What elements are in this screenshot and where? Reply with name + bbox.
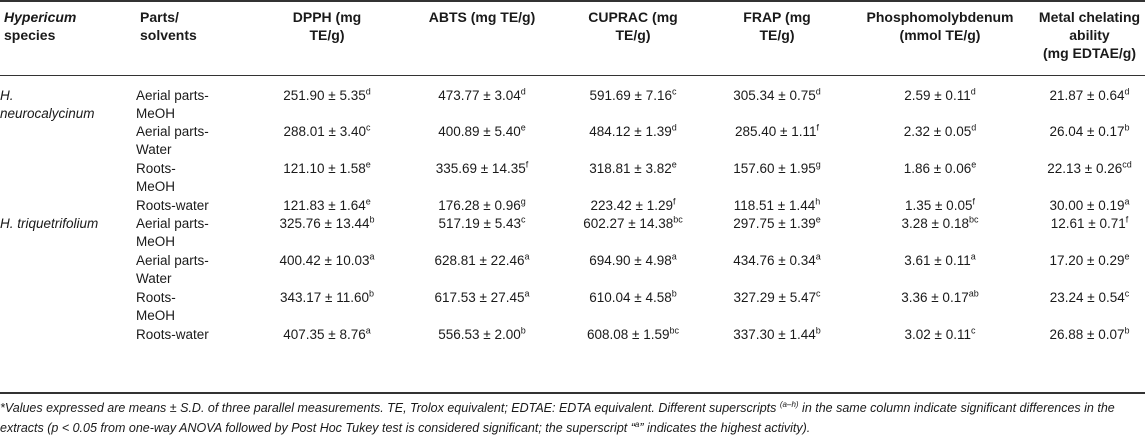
header-dpph: DPPH (mg TE/g): [248, 0, 406, 76]
frap-cell: 285.40 ± 1.11f: [735, 122, 819, 139]
frap-cell: 297.75 ± 1.39e: [733, 214, 821, 231]
metal-chelating-cell: 21.87 ± 0.64d: [1049, 86, 1130, 103]
dpph-cell: 343.17 ± 11.60b: [280, 288, 374, 305]
table-row: Aerial parts- Water 400.42 ± 10.03a 628.81 …: [0, 252, 1145, 289]
header-cuprac: CUPRAC (mg TE/g): [558, 0, 708, 76]
dpph-cell: 407.35 ± 8.76a: [283, 325, 371, 342]
species-cell: [0, 123, 136, 160]
dpph-cell: 325.76 ± 13.44b: [279, 214, 375, 231]
species-cell: [0, 326, 136, 371]
abts-cell: 517.19 ± 5.43c: [438, 214, 526, 231]
cuprac-cell: 223.42 ± 1.29f: [590, 196, 676, 213]
table-row: Roots-water 121.83 ± 1.64e 176.28 ± 0.96g 2…: [0, 197, 1145, 215]
species-cell: [0, 289, 136, 326]
cuprac-cell: 318.81 ± 3.82e: [589, 159, 677, 176]
phosphomolybdenum-cell: 2.32 ± 0.05d: [903, 122, 977, 139]
parts-cell: Roots-water: [136, 327, 209, 342]
frap-cell: 118.51 ± 1.44h: [733, 196, 821, 213]
phosphomolybdenum-cell: 3.61 ± 0.11a: [904, 251, 976, 268]
cuprac-cell: 591.69 ± 7.16c: [589, 86, 677, 103]
frap-cell: 157.60 ± 1.95g: [733, 159, 821, 176]
header-phosphomolybdenum: Phosphomolybdenum (mmol TE/g): [846, 0, 1034, 76]
phosphomolybdenum-cell: 3.02 ± 0.11c: [904, 325, 976, 342]
species-cell: [0, 197, 136, 215]
phosphomolybdenum-cell: 3.28 ± 0.18bc: [901, 214, 979, 231]
metal-chelating-cell: 26.88 ± 0.07b: [1049, 325, 1130, 342]
table-row: H. triquetrifolium Aerial parts- MeOH 325.7…: [0, 215, 1145, 252]
frap-cell: 434.76 ± 0.34a: [733, 251, 821, 268]
parts-cell: Roots- MeOH: [136, 290, 176, 323]
frap-cell: 327.29 ± 5.47c: [733, 288, 821, 305]
phosphomolybdenum-cell: 2.59 ± 0.11d: [904, 86, 976, 103]
frap-cell: 305.34 ± 0.75d: [733, 86, 821, 103]
cuprac-cell: 610.04 ± 4.58b: [589, 288, 677, 305]
parts-cell: Roots- MeOH: [136, 161, 176, 194]
frap-cell: 337.30 ± 1.44b: [733, 325, 821, 342]
abts-cell: 400.89 ± 5.40e: [438, 122, 526, 139]
results-table: Hypericum species Parts/solvents DPPH (mg…: [0, 0, 1145, 371]
metal-chelating-cell: 22.13 ± 0.26cd: [1047, 159, 1132, 176]
table-row: Roots-water 407.35 ± 8.76a 556.53 ± 2.00b 6…: [0, 326, 1145, 371]
header-frap: FRAP (mg TE/g): [708, 0, 846, 76]
abts-cell: 617.53 ± 27.45a: [434, 288, 530, 305]
dpph-cell: 288.01 ± 3.40c: [283, 122, 371, 139]
header-row: Hypericum species Parts/solvents DPPH (mg…: [0, 0, 1145, 76]
abts-cell: 335.69 ± 14.35f: [435, 159, 529, 176]
metal-chelating-cell: 23.24 ± 0.54c: [1049, 288, 1130, 305]
species-cell: H. neurocalycinum: [0, 88, 95, 121]
cuprac-cell: 484.12 ± 1.39d: [589, 122, 677, 139]
metal-chelating-cell: 30.00 ± 0.19a: [1049, 196, 1130, 213]
abts-cell: 473.77 ± 3.04d: [438, 86, 526, 103]
phosphomolybdenum-cell: 3.36 ± 0.17ab: [901, 288, 979, 305]
table-row: Roots- MeOH 343.17 ± 11.60b 617.53 ± 27.45a…: [0, 289, 1145, 326]
dpph-cell: 400.42 ± 10.03a: [279, 251, 375, 268]
metal-chelating-cell: 12.61 ± 0.71f: [1050, 214, 1129, 231]
dpph-cell: 251.90 ± 5.35d: [283, 86, 371, 103]
table-row: Aerial parts- Water 288.01 ± 3.40c 400.89 ±…: [0, 123, 1145, 160]
species-cell: [0, 252, 136, 289]
abts-cell: 176.28 ± 0.96g: [438, 196, 526, 213]
table-row: H. neurocalycinum Aerial parts- MeOH 251.90 …: [0, 87, 1145, 123]
phosphomolybdenum-cell: 1.86 ± 0.06e: [903, 159, 977, 176]
table-row: Roots- MeOH 121.10 ± 1.58e 335.69 ± 14.35f 3…: [0, 160, 1145, 197]
phosphomolybdenum-cell: 1.35 ± 0.05f: [905, 196, 975, 213]
abts-cell: 556.53 ± 2.00b: [438, 325, 526, 342]
cuprac-cell: 602.27 ± 14.38bc: [583, 214, 683, 231]
species-cell: H. triquetrifolium: [0, 216, 99, 231]
abts-cell: 628.81 ± 22.46a: [434, 251, 530, 268]
metal-chelating-cell: 17.20 ± 0.29e: [1049, 251, 1130, 268]
header-parts: Parts/solvents: [136, 0, 248, 76]
header-species: Hypericum species: [0, 0, 136, 76]
header-abts: ABTS (mg TE/g): [406, 0, 558, 76]
table-footnote: *Values expressed are means ± S.D. of th…: [0, 392, 1145, 438]
header-metal-chelating: Metal chelating ability (mg EDTAE/g): [1034, 0, 1145, 76]
species-cell: [0, 160, 136, 197]
dpph-cell: 121.83 ± 1.64e: [283, 196, 371, 213]
dpph-cell: 121.10 ± 1.58e: [283, 159, 371, 176]
parts-cell: Aerial parts- MeOH: [136, 216, 209, 249]
parts-cell: Roots-water: [136, 198, 209, 213]
metal-chelating-cell: 26.04 ± 0.17b: [1049, 122, 1130, 139]
parts-cell: Aerial parts- Water: [136, 253, 209, 286]
cuprac-cell: 608.08 ± 1.59bc: [587, 325, 679, 342]
cuprac-cell: 694.90 ± 4.98a: [589, 251, 677, 268]
parts-cell: Aerial parts- Water: [136, 124, 209, 157]
parts-cell: Aerial parts- MeOH: [136, 88, 209, 121]
